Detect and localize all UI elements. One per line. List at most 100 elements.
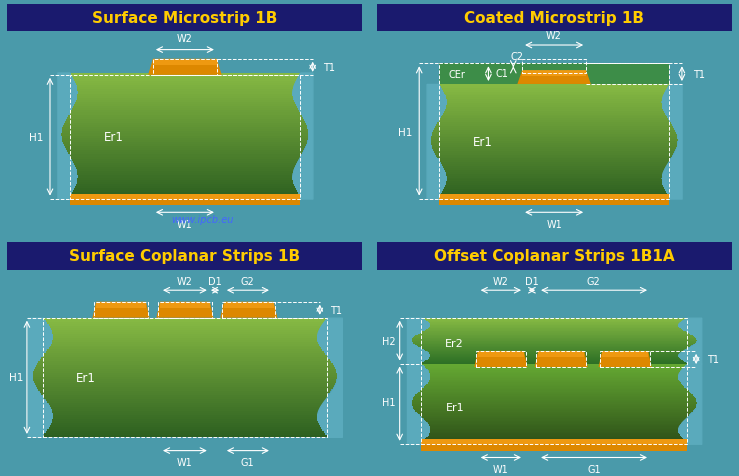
- Polygon shape: [439, 127, 670, 129]
- Polygon shape: [69, 82, 300, 84]
- Polygon shape: [421, 417, 687, 418]
- Polygon shape: [52, 419, 318, 421]
- Polygon shape: [37, 387, 333, 389]
- Polygon shape: [421, 336, 687, 337]
- Polygon shape: [430, 429, 678, 430]
- Polygon shape: [43, 342, 327, 344]
- Polygon shape: [421, 408, 687, 409]
- Bar: [95, 302, 148, 318]
- Polygon shape: [69, 168, 300, 170]
- Polygon shape: [417, 335, 692, 336]
- Polygon shape: [43, 328, 327, 330]
- Bar: [7, 5, 362, 32]
- Polygon shape: [446, 170, 663, 172]
- Polygon shape: [77, 88, 293, 90]
- Polygon shape: [439, 186, 670, 188]
- Polygon shape: [428, 321, 681, 322]
- Polygon shape: [43, 334, 327, 336]
- Polygon shape: [415, 410, 692, 412]
- Polygon shape: [74, 79, 296, 82]
- Polygon shape: [43, 403, 327, 405]
- Text: W2: W2: [177, 276, 193, 286]
- Polygon shape: [439, 151, 670, 153]
- Polygon shape: [43, 389, 327, 391]
- Text: Coated Microstrip 1B: Coated Microstrip 1B: [464, 11, 644, 26]
- Polygon shape: [33, 379, 336, 381]
- Polygon shape: [421, 381, 687, 382]
- Polygon shape: [439, 96, 670, 98]
- Polygon shape: [52, 342, 318, 344]
- Polygon shape: [424, 361, 684, 362]
- Polygon shape: [428, 382, 681, 384]
- Polygon shape: [522, 71, 586, 77]
- Polygon shape: [423, 348, 686, 349]
- Polygon shape: [423, 388, 686, 389]
- Polygon shape: [421, 421, 687, 423]
- Polygon shape: [46, 399, 324, 401]
- Text: W2: W2: [177, 34, 193, 44]
- Polygon shape: [418, 413, 690, 415]
- Polygon shape: [43, 332, 327, 334]
- Polygon shape: [62, 128, 307, 130]
- Polygon shape: [44, 354, 325, 356]
- Bar: [476, 351, 525, 367]
- Bar: [222, 302, 276, 318]
- Polygon shape: [599, 351, 652, 367]
- Polygon shape: [421, 435, 687, 436]
- Polygon shape: [421, 345, 687, 346]
- Polygon shape: [439, 125, 670, 127]
- Polygon shape: [37, 364, 333, 366]
- Polygon shape: [439, 117, 670, 119]
- Bar: [600, 351, 650, 367]
- Polygon shape: [430, 375, 678, 376]
- Bar: [377, 243, 732, 270]
- Polygon shape: [440, 195, 668, 197]
- Polygon shape: [421, 338, 687, 339]
- Polygon shape: [69, 197, 300, 199]
- Polygon shape: [64, 124, 306, 126]
- Polygon shape: [421, 378, 687, 380]
- Polygon shape: [78, 92, 292, 94]
- Polygon shape: [439, 197, 670, 199]
- Polygon shape: [421, 331, 687, 332]
- Polygon shape: [76, 185, 293, 187]
- Polygon shape: [69, 113, 300, 115]
- Polygon shape: [43, 396, 327, 397]
- Text: W2: W2: [546, 31, 562, 41]
- Text: W1: W1: [177, 220, 193, 230]
- Polygon shape: [425, 367, 683, 368]
- Polygon shape: [43, 354, 327, 356]
- Bar: [439, 64, 670, 199]
- Text: www.ipcb.eu: www.ipcb.eu: [171, 214, 234, 224]
- Polygon shape: [429, 435, 680, 436]
- Polygon shape: [65, 147, 305, 149]
- Polygon shape: [446, 98, 662, 100]
- Polygon shape: [421, 346, 687, 347]
- Text: Offset Coplanar Strips 1B1A: Offset Coplanar Strips 1B1A: [434, 249, 675, 264]
- Polygon shape: [421, 354, 687, 355]
- Polygon shape: [43, 435, 327, 437]
- Text: C2: C2: [511, 52, 523, 62]
- Bar: [158, 302, 211, 318]
- Polygon shape: [69, 142, 300, 145]
- Bar: [537, 351, 586, 367]
- Polygon shape: [434, 129, 674, 130]
- Polygon shape: [421, 400, 687, 401]
- Polygon shape: [421, 380, 687, 381]
- Text: Er1: Er1: [75, 371, 95, 384]
- Polygon shape: [69, 185, 300, 187]
- Polygon shape: [432, 148, 676, 149]
- Polygon shape: [35, 367, 335, 369]
- Polygon shape: [439, 108, 670, 109]
- Polygon shape: [439, 191, 670, 193]
- Polygon shape: [425, 330, 683, 331]
- Bar: [439, 195, 670, 206]
- Bar: [377, 5, 732, 32]
- Polygon shape: [69, 119, 300, 121]
- Polygon shape: [61, 136, 308, 139]
- Bar: [69, 195, 300, 199]
- Polygon shape: [439, 106, 670, 108]
- Polygon shape: [52, 415, 317, 417]
- Polygon shape: [49, 324, 321, 326]
- Polygon shape: [417, 393, 692, 395]
